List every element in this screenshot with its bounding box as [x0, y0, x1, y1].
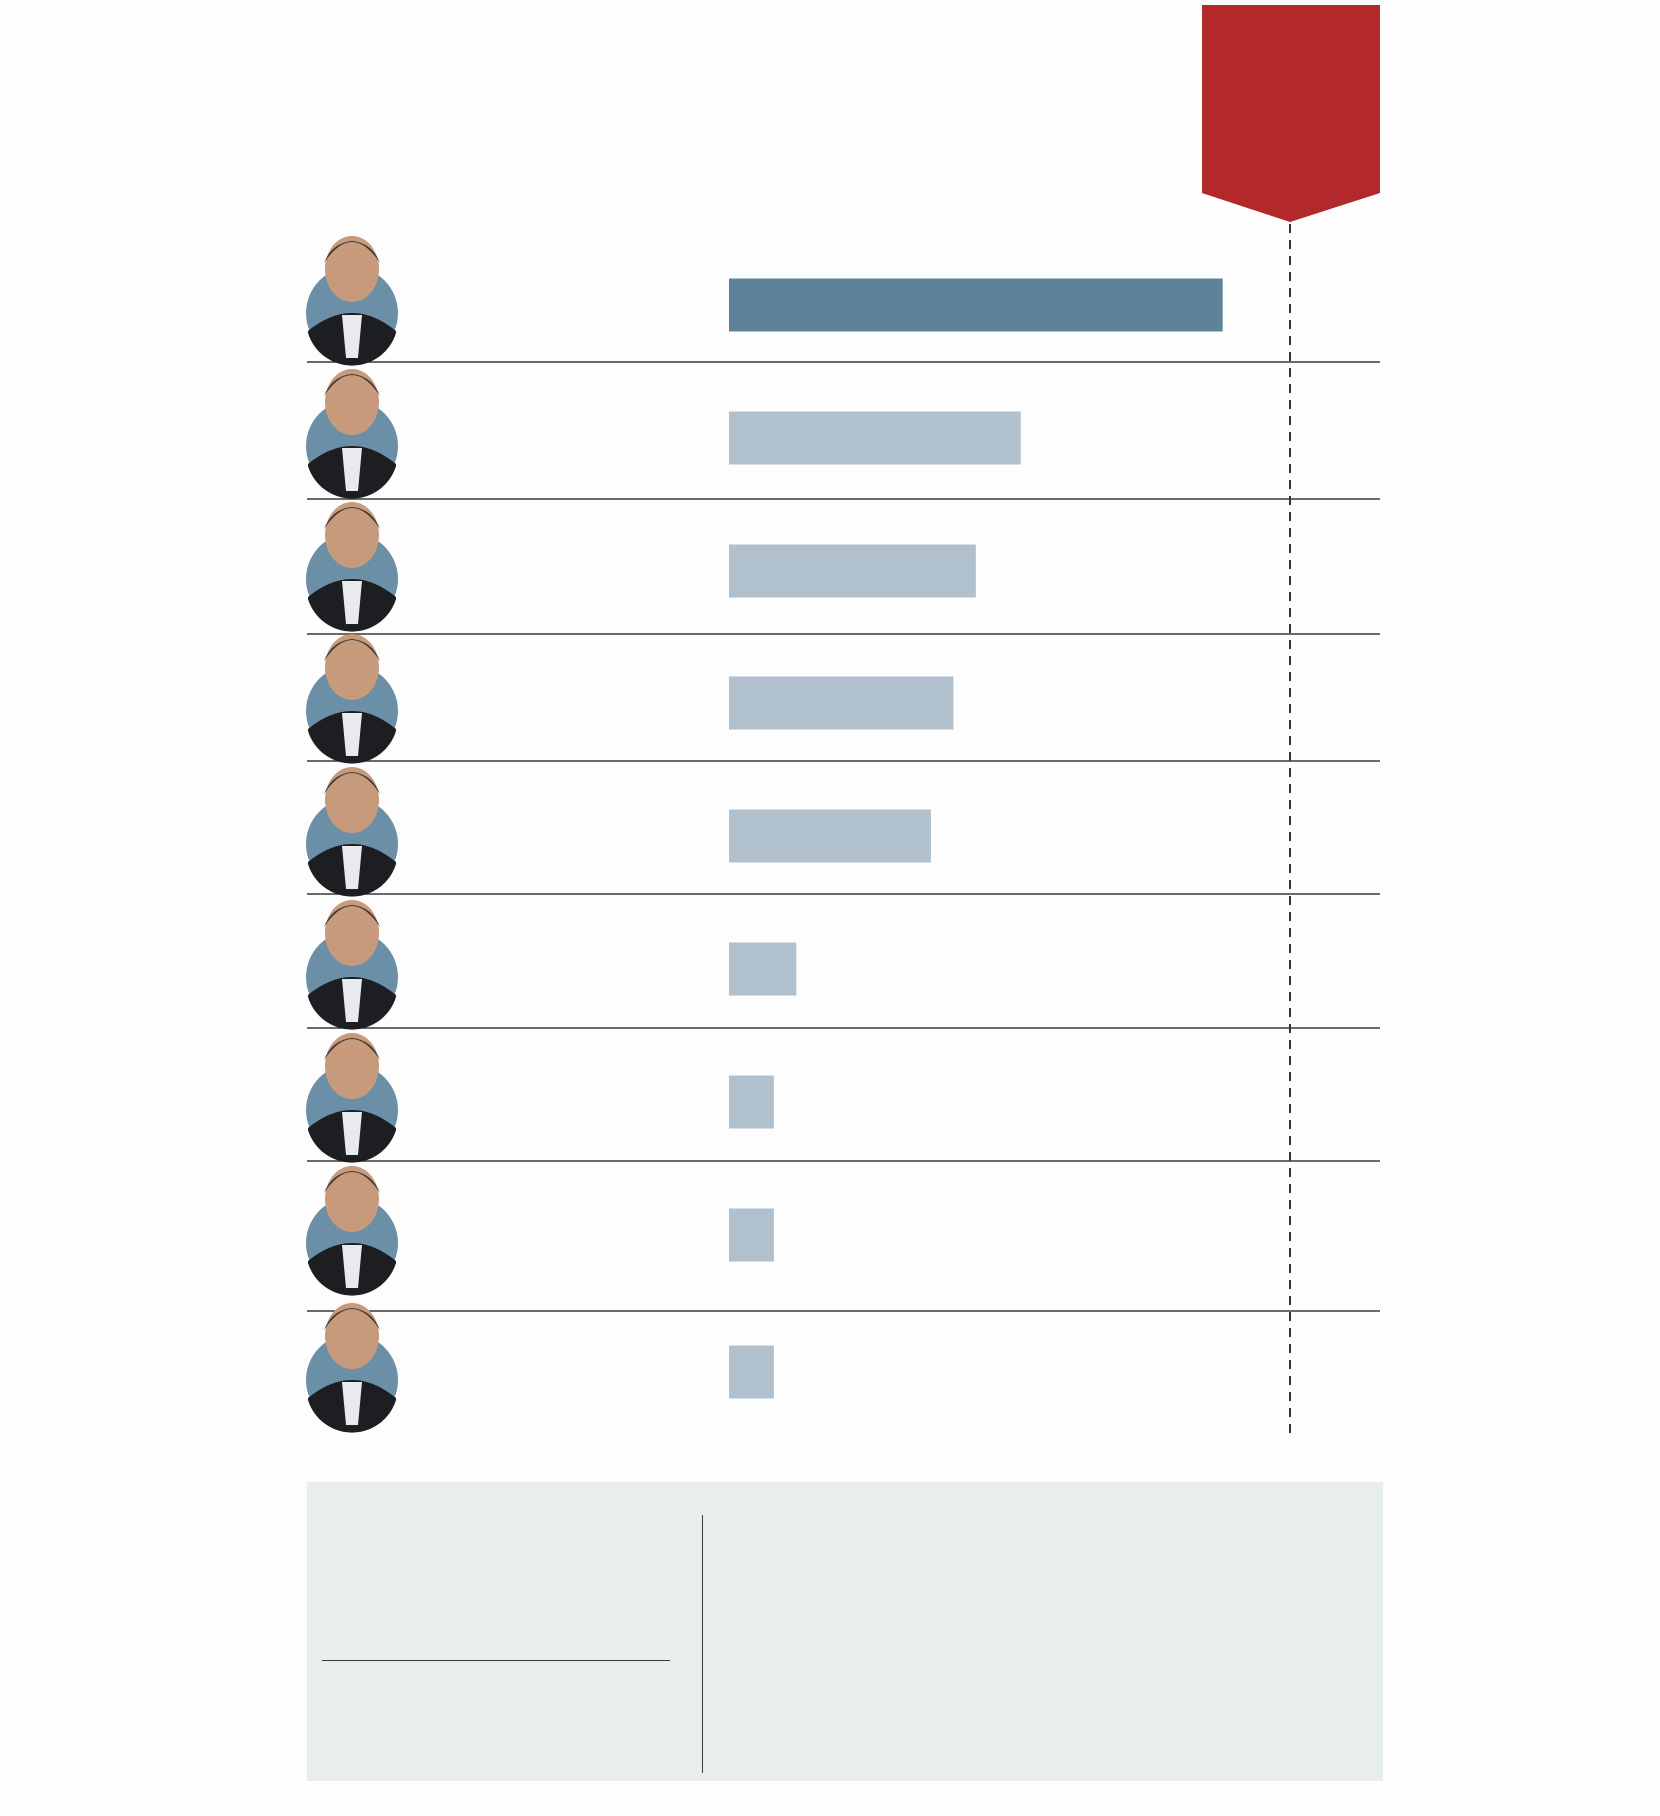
avatar-shirt — [342, 979, 362, 1022]
avatar-hair — [324, 241, 380, 263]
reference-flag — [1202, 5, 1380, 222]
avatar-face — [325, 900, 379, 966]
info-panel — [307, 1482, 1383, 1781]
avatar-shirt — [342, 1382, 362, 1425]
avatar-hair — [324, 374, 380, 396]
avatar-shirt — [342, 1112, 362, 1155]
avatar-face — [325, 369, 379, 435]
bar — [729, 809, 931, 863]
info-panel-vertical-divider — [702, 1515, 703, 1773]
avatar-shirt — [342, 713, 362, 756]
avatar-hair — [324, 1308, 380, 1330]
avatar-shirt — [342, 1245, 362, 1288]
avatar-hair — [324, 1171, 380, 1193]
avatar-shirt — [342, 846, 362, 889]
bar — [729, 544, 976, 598]
bar — [729, 1075, 774, 1129]
avatar-shirt — [342, 315, 362, 358]
bar — [729, 411, 1021, 465]
bar — [729, 942, 797, 996]
avatar-hair — [324, 639, 380, 661]
avatar-face — [325, 1303, 379, 1369]
bar — [729, 1345, 774, 1399]
avatar-shirt — [342, 581, 362, 624]
avatar-face — [325, 767, 379, 833]
bar — [729, 1208, 774, 1262]
avatar-hair — [324, 905, 380, 927]
avatar-face — [325, 634, 379, 700]
bar — [729, 676, 954, 730]
avatar-hair — [324, 1038, 380, 1060]
avatar-face — [325, 502, 379, 568]
avatar-face — [325, 1033, 379, 1099]
avatar-shirt — [342, 448, 362, 491]
avatar-face — [325, 236, 379, 302]
avatar-hair — [324, 772, 380, 794]
bar-highlight — [729, 278, 1223, 332]
avatar-face — [325, 1166, 379, 1232]
avatar-hair — [324, 507, 380, 529]
info-panel-horizontal-divider — [322, 1660, 670, 1661]
